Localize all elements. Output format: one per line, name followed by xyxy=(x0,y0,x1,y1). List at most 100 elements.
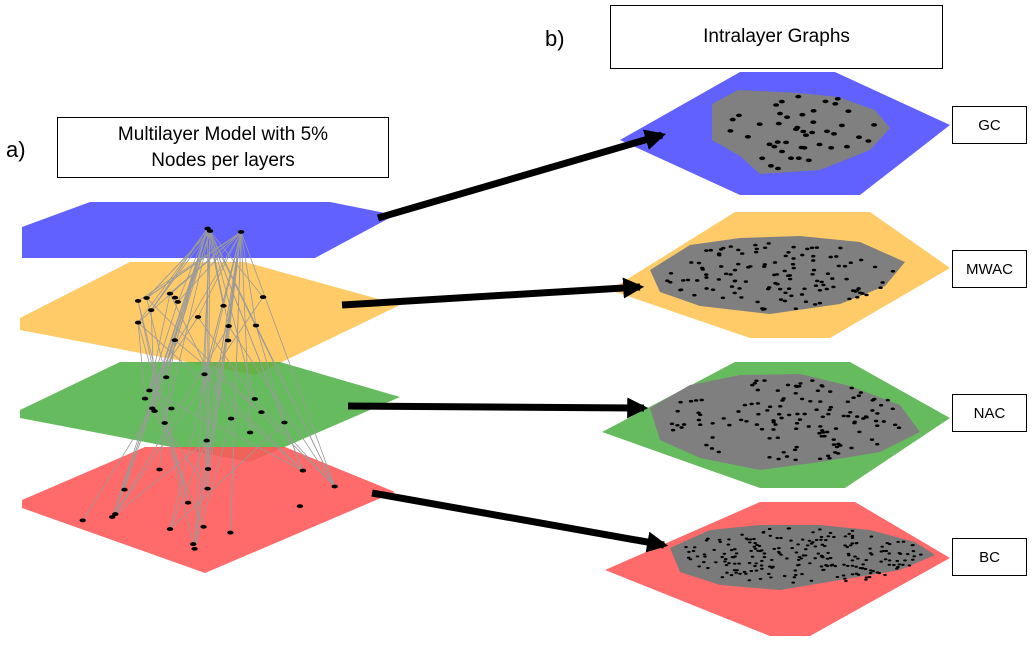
graph-node xyxy=(777,287,783,291)
graph-node xyxy=(728,245,733,248)
graph-node xyxy=(747,561,752,565)
graph-node xyxy=(816,552,821,555)
graph-node xyxy=(695,279,700,282)
graph-node xyxy=(791,245,796,249)
stack-node xyxy=(296,504,304,509)
graph-node xyxy=(752,381,757,385)
graph-node xyxy=(784,455,790,458)
graph-node xyxy=(825,564,830,568)
graph-node xyxy=(771,144,778,149)
graph-node xyxy=(881,549,886,552)
graph-node xyxy=(863,567,868,571)
graph-node xyxy=(905,553,910,556)
graph-node xyxy=(754,423,760,426)
graph-node xyxy=(675,423,680,427)
graph-node xyxy=(843,577,847,580)
graph-node xyxy=(843,544,847,547)
graph-node xyxy=(831,132,837,136)
graph-node xyxy=(782,299,788,303)
graph-node xyxy=(777,111,783,116)
graph-node xyxy=(773,103,780,107)
graph-node xyxy=(732,291,737,295)
graph-node xyxy=(787,277,793,281)
graph-node xyxy=(771,419,776,422)
stack-node xyxy=(200,524,207,529)
stack-node xyxy=(225,324,232,329)
graph-node xyxy=(710,288,716,292)
graph-node xyxy=(704,539,709,542)
graph-node xyxy=(855,295,860,299)
graph-node xyxy=(799,293,805,296)
graph-node xyxy=(803,133,809,137)
graph-node xyxy=(861,563,865,566)
interlayer-edge xyxy=(206,231,242,441)
graph-node xyxy=(743,280,749,283)
graph-node xyxy=(762,265,767,268)
graph-node xyxy=(858,391,863,394)
stack-node xyxy=(112,512,119,517)
graph-node xyxy=(813,545,818,548)
graph-node xyxy=(875,424,880,428)
stack-node xyxy=(146,388,153,393)
graph-node xyxy=(887,559,892,562)
graph-node xyxy=(727,562,731,565)
stack-node xyxy=(166,527,174,532)
graph-node xyxy=(912,555,916,558)
graph-node xyxy=(785,383,791,387)
graph-node xyxy=(733,548,737,551)
graph-node xyxy=(831,285,836,289)
graph-node xyxy=(759,564,764,567)
graph-node xyxy=(828,556,833,560)
graph-node xyxy=(708,248,713,252)
interlayer-edge xyxy=(255,325,285,423)
graph-node xyxy=(783,140,790,145)
graph-node xyxy=(668,280,673,284)
stack-node xyxy=(194,315,202,319)
graph-node xyxy=(760,567,764,570)
graph-node xyxy=(698,413,703,417)
graph-node xyxy=(794,421,800,425)
graph-node xyxy=(787,274,793,277)
graph-node xyxy=(810,120,817,124)
graph-node xyxy=(723,558,728,561)
graph-node xyxy=(710,436,715,439)
graph-node xyxy=(771,428,776,431)
interlayer-edge xyxy=(254,398,335,487)
interlayer-edge xyxy=(150,230,211,311)
graph-node xyxy=(847,532,851,535)
graph-node xyxy=(704,249,709,252)
interlayer-edge xyxy=(154,410,204,527)
graph-node xyxy=(824,539,828,542)
graph-node xyxy=(716,450,721,454)
graph-node xyxy=(841,414,846,418)
graph-node xyxy=(811,531,815,534)
arrow-mwac xyxy=(341,277,645,309)
graph-node xyxy=(788,156,794,160)
graph-node xyxy=(846,414,851,418)
graph-node xyxy=(841,574,846,577)
graph-node xyxy=(744,572,748,575)
graph-node xyxy=(669,422,675,426)
stack-layer-nac xyxy=(20,362,400,462)
graph-node xyxy=(811,541,815,544)
graph-node xyxy=(786,287,792,291)
graph-node xyxy=(794,427,799,431)
graph-node xyxy=(760,308,766,311)
graph-node xyxy=(831,438,836,441)
graph-node xyxy=(850,564,855,567)
graph-node xyxy=(836,442,841,446)
graph-node xyxy=(740,252,745,255)
graph-node xyxy=(802,412,807,416)
interlayer-edge xyxy=(169,305,224,530)
graph-node xyxy=(833,565,838,568)
stack-node xyxy=(224,338,232,343)
graph-node xyxy=(762,379,767,382)
graph-node xyxy=(885,398,890,402)
graph-node xyxy=(828,390,833,393)
graph-node xyxy=(795,94,802,99)
panel-a-title-line2: Nodes per layers xyxy=(151,149,295,171)
graph-node xyxy=(885,542,890,545)
graph-node xyxy=(725,571,729,574)
interlayer-edge xyxy=(169,422,285,530)
graph-node xyxy=(758,550,763,553)
